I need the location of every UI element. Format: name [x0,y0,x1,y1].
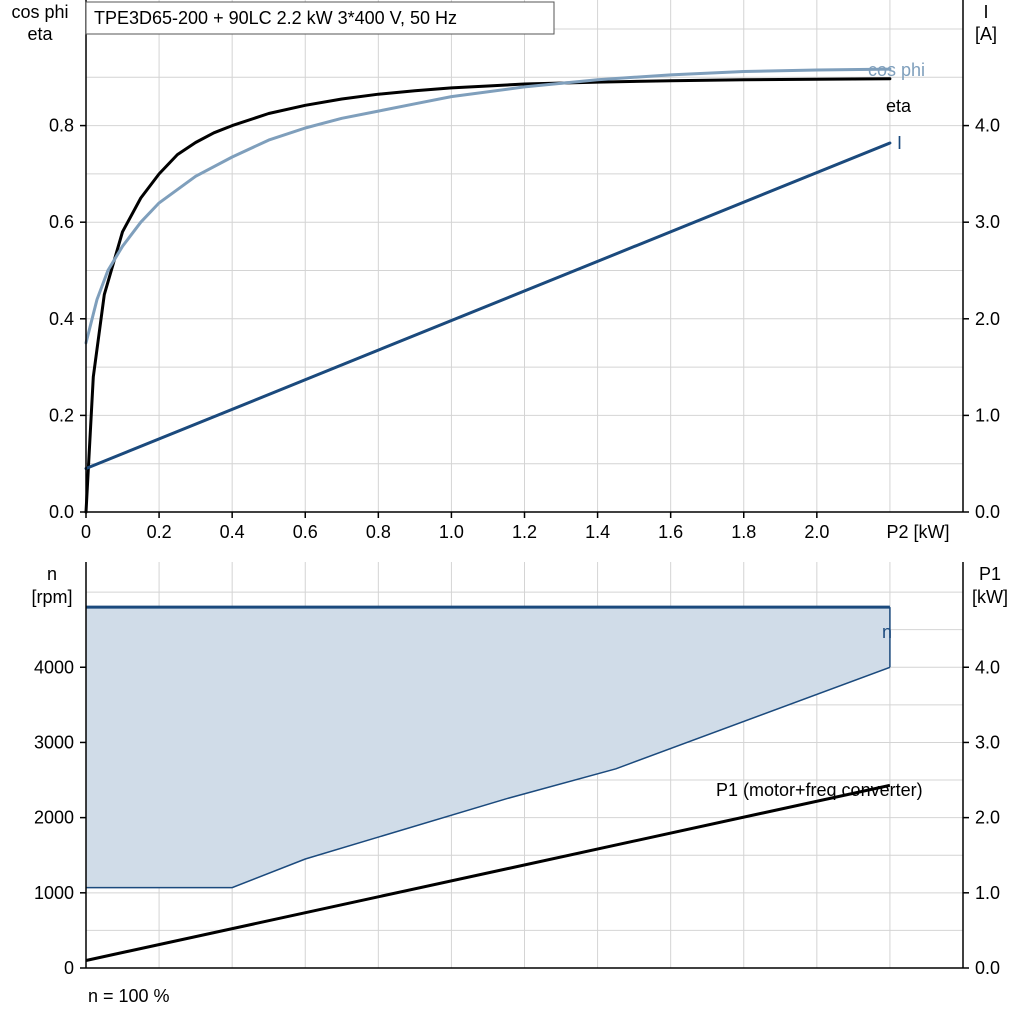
legend-p1: P1 (motor+freq converter) [716,780,923,800]
bottom-left-axis-label-line2: [rpm] [31,587,72,607]
top-grid [86,0,963,512]
left-tick-label: 0.8 [49,116,74,136]
left-tick-label: 1000 [34,883,74,903]
top-right-axis-label-line1: I [983,2,988,22]
left-tick-label: 0.4 [49,309,74,329]
x-tick-label: 1.4 [585,522,610,542]
top-left-axis-label-line2: eta [27,24,53,44]
chart-title-box [85,1,555,35]
bottom-series [85,605,891,962]
bottom-right-axis-label-line1: P1 [979,564,1001,584]
right-tick-label: 1.0 [975,883,1000,903]
x-tick-label: 1.0 [439,522,464,542]
footer-note: n = 100 % [88,986,170,1006]
top-left-axis-label-line1: cos phi [11,2,68,22]
left-tick-label: 0.0 [49,502,74,522]
right-tick-label: 2.0 [975,808,1000,828]
x-tick-label: 1.8 [731,522,756,542]
legend-cos-phi: cos phi [868,60,925,80]
x-tick-label: 2.0 [804,522,829,542]
x-tick-label: 0 [81,522,91,542]
bottom-tick-labels: 0 1000 2000 3000 4000 0.0 1.0 2.0 3.0 4.0 [34,657,1000,978]
top-x-axis-label: P2 [kW] [886,522,949,542]
series-line-p1 [85,783,891,962]
left-tick-label: 0.2 [49,405,74,425]
speed-range-area [86,607,890,888]
bottom-panel: 0 1000 2000 3000 4000 0.0 1.0 2.0 3.0 4.0 n [rpm]… [31,562,1008,1006]
series-line-i [84,141,892,470]
bottom-left-axis-label-line1: n [47,564,57,584]
right-tick-label: 2.0 [975,309,1000,329]
series-line-cos-phi [84,67,892,345]
right-tick-label: 4.0 [975,116,1000,136]
right-tick-label: 1.0 [975,405,1000,425]
legend-speed: n [882,622,892,642]
legend-current: I [897,133,902,153]
x-tick-label: 0.2 [147,522,172,542]
top-tick-labels: 0.0 0.2 0.4 0.6 0.8 0.0 1.0 2.0 3.0 4.0 0 0.2 0.4 0.6… [49,116,1000,542]
chart-title: TPE3D65-200 + 90LC 2.2 kW 3*400 V, 50 Hz [94,8,457,28]
right-tick-label: 3.0 [975,212,1000,232]
right-tick-label: 0.0 [975,958,1000,978]
right-tick-label: 4.0 [975,657,1000,677]
x-tick-label: 1.6 [658,522,683,542]
x-tick-label: 0.8 [366,522,391,542]
speed-min-line [86,666,891,889]
x-tick-label: 0.6 [293,522,318,542]
left-tick-label: 3000 [34,732,74,752]
x-tick-label: 0.4 [220,522,245,542]
top-panel: 0.0 0.2 0.4 0.6 0.8 0.0 1.0 2.0 3.0 4.0 0 0.2 0.4 0.6… [11,0,1000,542]
right-tick-label: 3.0 [975,732,1000,752]
top-series [84,67,892,514]
right-tick-label: 0.0 [975,502,1000,522]
left-tick-label: 0 [64,958,74,978]
top-right-axis-label-line2: [A] [975,24,997,44]
bottom-right-axis-label-line2: [kW] [972,587,1008,607]
x-tick-label: 1.2 [512,522,537,542]
left-tick-label: 4000 [34,657,74,677]
series-line-eta [84,77,892,514]
left-tick-label: 2000 [34,808,74,828]
legend-eta: eta [886,96,912,116]
left-tick-label: 0.6 [49,212,74,232]
